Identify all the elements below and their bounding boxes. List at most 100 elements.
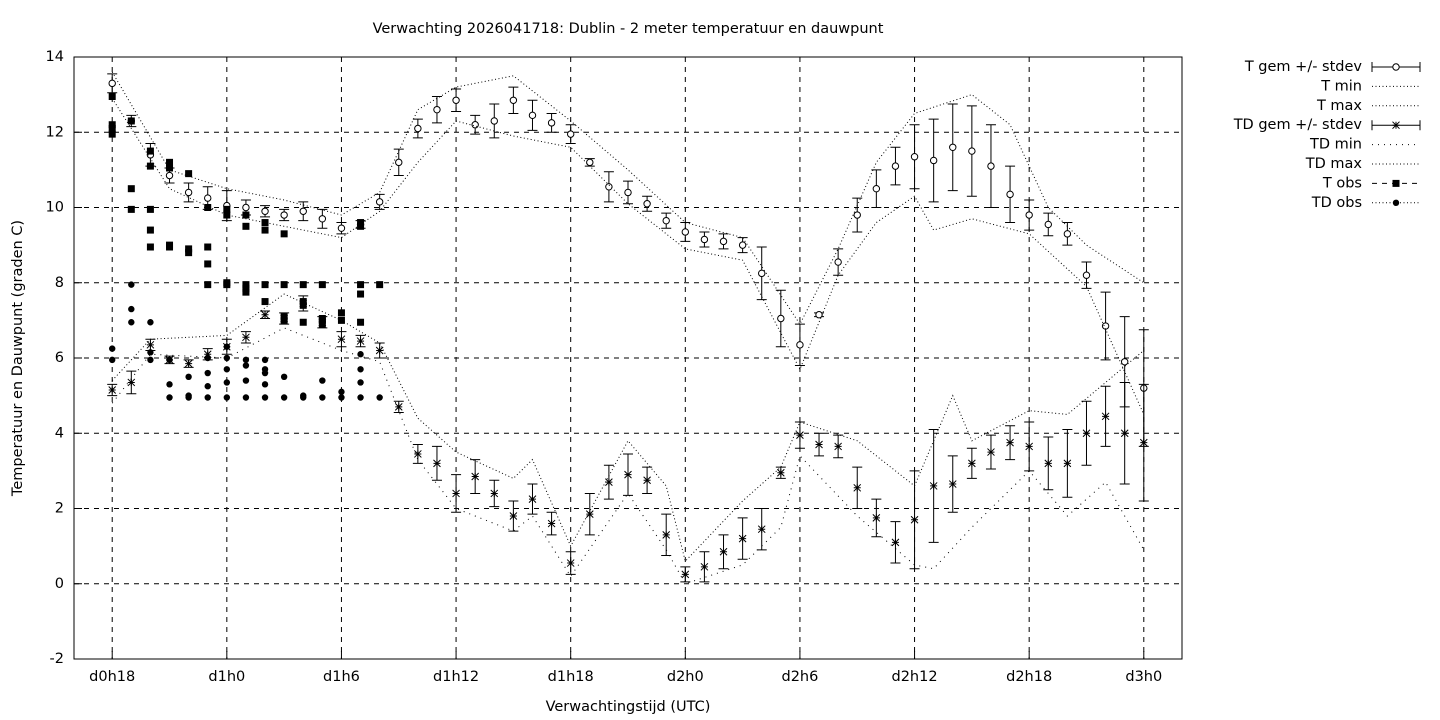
point-marker <box>681 570 690 579</box>
point-marker <box>376 394 383 401</box>
point-marker <box>452 489 460 498</box>
x-tick-label: d1h12 <box>433 669 479 685</box>
point-marker <box>223 366 231 373</box>
legend-label: T min <box>1320 78 1362 94</box>
point-marker <box>872 184 881 193</box>
legend-label: TD obs <box>1311 195 1362 211</box>
point-marker <box>968 459 976 468</box>
point-marker <box>223 205 231 213</box>
point-marker <box>872 514 881 522</box>
point-marker <box>815 440 823 449</box>
point-marker <box>490 489 499 498</box>
point-marker <box>910 153 919 161</box>
legend-label: TD gem +/- stdev <box>1233 117 1363 133</box>
point-marker <box>261 381 269 388</box>
point-marker <box>433 105 441 114</box>
point-marker <box>357 219 365 227</box>
point-marker <box>929 482 938 490</box>
point-marker <box>337 309 345 317</box>
point-marker <box>299 281 307 289</box>
point-marker <box>624 188 632 197</box>
point-marker <box>891 162 900 170</box>
point-marker <box>147 356 154 364</box>
point-marker <box>204 369 211 377</box>
point-marker <box>146 226 154 234</box>
point-marker <box>109 356 116 364</box>
point-marker <box>280 373 288 381</box>
point-marker <box>776 468 785 477</box>
point-marker <box>357 318 365 326</box>
y-tick-label: 8 <box>55 275 64 291</box>
legend-label: T gem +/- stdev <box>1244 59 1363 75</box>
x-tick-label: d0h18 <box>89 669 135 685</box>
point-marker <box>204 260 212 268</box>
point-marker <box>299 318 307 326</box>
point-marker <box>547 519 556 528</box>
legend-marker <box>1392 121 1400 130</box>
point-marker <box>146 340 155 349</box>
point-marker <box>356 337 365 345</box>
point-marker <box>242 211 250 219</box>
x-tick-label: d3h0 <box>1125 669 1162 685</box>
point-marker <box>319 394 326 401</box>
point-marker <box>337 335 346 344</box>
point-marker <box>261 226 269 234</box>
range-line <box>111 293 1145 563</box>
point-marker <box>108 130 116 138</box>
point-marker <box>280 394 288 401</box>
point-marker <box>566 559 575 567</box>
point-marker <box>1006 190 1014 199</box>
y-tick-label: 14 <box>46 49 64 65</box>
y-tick-label: 10 <box>46 200 64 216</box>
point-marker <box>299 301 307 309</box>
point-marker <box>318 281 326 289</box>
point-marker <box>1120 358 1129 366</box>
point-marker <box>319 377 326 384</box>
point-marker <box>796 431 804 439</box>
y-tick-label: 12 <box>46 124 64 140</box>
point-marker <box>166 243 174 251</box>
point-marker <box>948 480 957 488</box>
point-marker <box>605 478 613 487</box>
point-marker <box>109 345 116 352</box>
point-marker <box>547 119 556 127</box>
point-marker <box>796 341 804 349</box>
legend-label: T max <box>1316 98 1362 114</box>
point-marker <box>471 472 480 481</box>
point-marker <box>910 515 919 524</box>
point-marker <box>166 356 173 364</box>
point-marker <box>223 394 231 401</box>
point-marker <box>471 121 479 129</box>
point-marker <box>662 216 670 225</box>
point-marker <box>375 198 384 206</box>
point-marker <box>204 194 212 202</box>
point-marker <box>414 124 422 133</box>
point-marker <box>146 147 154 155</box>
point-marker <box>1025 442 1034 451</box>
point-marker <box>204 354 211 362</box>
point-marker <box>1044 459 1053 468</box>
point-marker <box>738 241 747 249</box>
point-marker <box>834 442 842 451</box>
point-marker <box>223 354 231 362</box>
point-marker <box>261 298 269 306</box>
point-marker <box>395 158 403 167</box>
point-marker <box>185 373 192 381</box>
point-marker <box>300 394 307 401</box>
point-marker <box>146 243 154 251</box>
point-marker <box>700 235 709 244</box>
point-marker <box>357 351 364 358</box>
y-tick-label: 4 <box>55 425 64 441</box>
point-marker <box>242 356 250 364</box>
point-marker <box>758 269 766 278</box>
y-tick-label: 6 <box>55 350 64 366</box>
point-marker <box>108 121 116 129</box>
x-axis-label: Verwachtingstijd (UTC) <box>546 699 711 715</box>
point-marker <box>318 215 327 223</box>
point-marker <box>929 156 938 165</box>
point-marker <box>700 562 709 571</box>
point-marker <box>357 222 365 230</box>
point-marker <box>108 93 116 101</box>
point-marker <box>146 205 154 213</box>
